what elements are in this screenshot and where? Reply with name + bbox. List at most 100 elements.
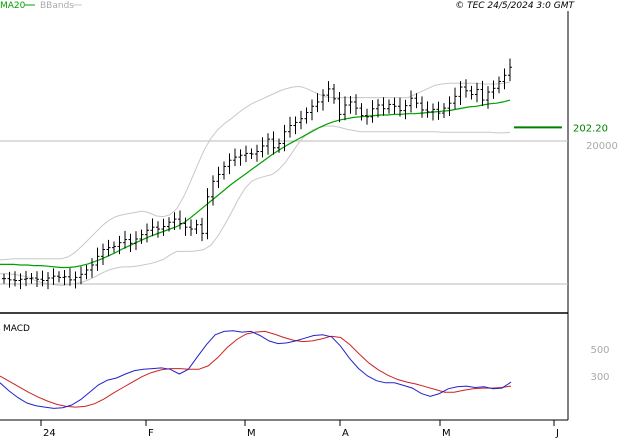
ohlc-bar (211, 175, 215, 206)
ohlc-bar (40, 270, 45, 287)
ohlc-bar (365, 108, 369, 125)
ohlc-bar (150, 218, 155, 237)
ohlc-bar (18, 273, 23, 290)
ohlc-bar (497, 76, 501, 94)
ohlc-bar (343, 96, 347, 121)
bbands-lower-line (0, 125, 511, 287)
ohlc-bar (398, 97, 402, 117)
x-tick-label: 24 (43, 428, 56, 439)
x-tick-label: F (148, 428, 154, 439)
ohlc-bar (266, 133, 270, 155)
ohlc-bar (128, 233, 133, 252)
legend-ma-label: MA20 (0, 1, 26, 11)
ohlc-bar (106, 239, 111, 257)
ohlc-bar (321, 89, 325, 111)
ohlc-bar (51, 268, 56, 285)
ohlc-bar (227, 153, 232, 175)
ohlc-bar (458, 81, 463, 106)
ohlc-bar (431, 103, 435, 121)
ohlc-bar (491, 80, 496, 99)
ohlc-bar (508, 58, 512, 82)
ohlc-bar (172, 212, 177, 230)
ohlc-bar (35, 271, 39, 288)
ohlc-bar (205, 188, 210, 240)
macd-signal-line (0, 330, 512, 408)
ohlc-bar (46, 272, 50, 290)
ohlc-bar (167, 217, 171, 232)
price-plot: 20000223.96202.20 (0, 58, 618, 290)
ohlc-bar (464, 79, 468, 98)
ohlc-bar (299, 110, 303, 130)
ohlc-bar (288, 116, 292, 138)
ohlc-bar (29, 273, 34, 284)
ohlc-bar (414, 93, 419, 109)
ohlc-bar (354, 94, 358, 115)
ohlc-bar (183, 217, 188, 236)
ohlc-bar (326, 81, 331, 102)
ohlc-bar (392, 97, 397, 115)
ohlc-bar (442, 103, 446, 119)
macd-line (0, 330, 512, 409)
ohlc-bar (475, 82, 479, 103)
ohlc-bar (244, 145, 248, 163)
ohlc-bar (145, 223, 149, 243)
ohlc-bar (255, 144, 259, 162)
x-tick-label: M (247, 428, 256, 439)
ohlc-bar (233, 148, 237, 167)
ohlc-bar (238, 149, 243, 166)
ohlc-bar (178, 210, 182, 230)
ohlc-bar (282, 124, 287, 152)
ohlc-bar (370, 100, 375, 123)
ohlc-bar (216, 166, 221, 189)
ohlc-bar (134, 231, 138, 251)
ohlc-bar (271, 131, 276, 155)
ohlc-bar (420, 96, 424, 118)
ohlc-bar (194, 219, 199, 234)
x-tick-label: J (555, 428, 559, 439)
ohlc-bar (381, 97, 386, 116)
ohlc-bar (387, 99, 391, 114)
ohlc-bar (123, 230, 127, 249)
ohlc-bar (24, 270, 28, 287)
ohlc-bar (2, 273, 6, 284)
ohlc-bar (502, 68, 507, 90)
ohlc-bar (13, 271, 17, 287)
ohlc-bar (304, 107, 309, 124)
ohlc-bar (486, 86, 490, 109)
price-y-tick-label: 20000 (586, 141, 618, 152)
ohlc-bar (409, 90, 413, 113)
bbands-upper-line (0, 81, 511, 261)
macd-title: MACD (3, 324, 30, 334)
macd-y-tick-label: 300 (590, 372, 609, 383)
ohlc-bar (222, 161, 226, 180)
ohlc-bar (90, 258, 94, 278)
x-tick-label: M (442, 428, 451, 439)
ohlc-bar (447, 96, 452, 116)
ohlc-bar (95, 247, 100, 271)
ohlc-bar (315, 93, 320, 113)
ohlc-bar (310, 99, 314, 121)
macd-plot: 500 300 (0, 330, 610, 409)
ohlc-bar (156, 221, 160, 238)
ohlc-bar (161, 218, 166, 236)
ohlc-bar (117, 235, 122, 255)
ohlc-bar (376, 99, 380, 118)
ohlc-bar (469, 85, 474, 100)
ohlc-bar (57, 271, 61, 283)
ohlc-bar (348, 96, 353, 114)
ohlc-bar (332, 83, 336, 104)
ohlc-bar (480, 80, 485, 106)
ohlc-bar (260, 137, 265, 158)
ohlc-bar (68, 268, 72, 286)
ohlc-bar (403, 99, 408, 120)
ohlc-bar (436, 101, 441, 120)
support-level-label: 202.20 (573, 123, 608, 134)
price-panel (0, 11, 568, 313)
legend-bb-label: BBands (40, 1, 74, 11)
source-label: © TEC 24/5/2024 3:0 GMT (455, 1, 575, 11)
ohlc-bar (7, 271, 12, 288)
ohlc-bar (84, 265, 89, 280)
ohlc-bar (139, 229, 144, 244)
ohlc-bar (425, 101, 430, 118)
